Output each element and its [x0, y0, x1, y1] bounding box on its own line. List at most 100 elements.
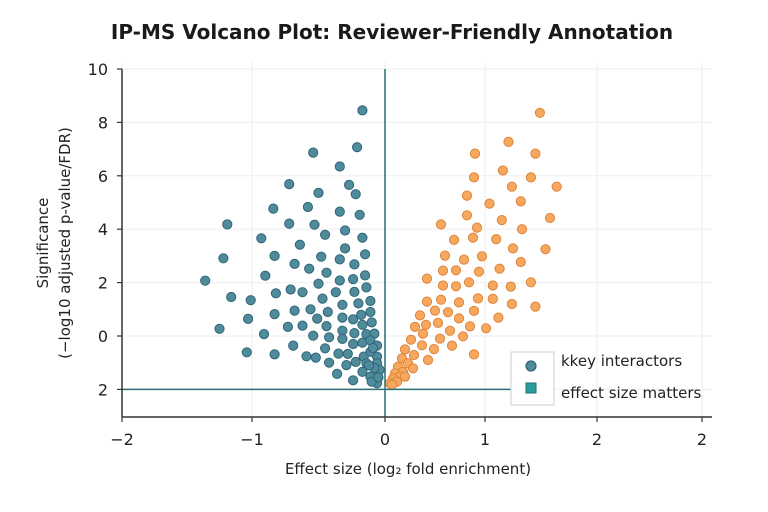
data-point-depleted	[349, 259, 360, 270]
data-point-enriched	[494, 263, 505, 274]
data-point-depleted	[200, 275, 211, 286]
data-point-depleted	[313, 187, 324, 198]
data-point-enriched	[497, 165, 508, 176]
data-point-depleted	[342, 348, 353, 359]
data-point-enriched	[432, 317, 444, 328]
data-point-enriched	[544, 212, 556, 224]
data-point-enriched	[525, 172, 537, 183]
data-point-enriched	[468, 349, 480, 360]
data-point-enriched	[505, 281, 516, 292]
x-tick-label: 0	[380, 430, 390, 449]
data-point-enriched	[506, 181, 517, 192]
x-tick-label: 2	[592, 430, 602, 449]
data-point-depleted	[308, 147, 319, 158]
legend-label-key-interactors: kkey interactors	[561, 352, 682, 370]
data-point-enriched	[530, 301, 541, 312]
data-point-depleted	[337, 312, 348, 323]
data-point-enriched	[468, 172, 480, 183]
data-point-depleted	[332, 368, 343, 379]
data-point-depleted	[214, 323, 225, 334]
data-point-enriched	[446, 340, 458, 351]
data-point-enriched	[493, 312, 504, 323]
data-point-enriched	[515, 256, 526, 268]
data-point-depleted	[349, 328, 360, 339]
y-tick-label: 4	[98, 220, 108, 239]
data-point-depleted	[305, 304, 316, 315]
data-point-depleted	[340, 225, 351, 236]
x-tick-label: −1	[240, 430, 264, 449]
data-point-depleted	[348, 338, 359, 350]
data-point-depleted	[243, 313, 254, 324]
data-point-enriched	[450, 265, 462, 276]
data-point-enriched	[461, 210, 473, 221]
data-point-enriched	[458, 254, 470, 265]
data-point-enriched	[405, 334, 417, 345]
data-point-depleted	[334, 206, 345, 217]
data-point-enriched	[507, 243, 519, 254]
data-point-depleted	[354, 209, 365, 220]
data-point-depleted	[226, 291, 237, 303]
data-point-enriched	[421, 273, 433, 284]
data-point-enriched	[471, 222, 483, 233]
data-point-depleted	[309, 219, 320, 230]
data-point-depleted	[284, 218, 295, 229]
data-point-depleted	[334, 161, 345, 172]
data-point-enriched	[540, 244, 551, 255]
data-point-depleted	[297, 320, 308, 331]
data-points	[200, 105, 562, 390]
data-point-enriched	[503, 136, 514, 147]
data-point-enriched	[487, 293, 498, 304]
data-point-enriched	[453, 313, 465, 324]
data-point-depleted	[373, 372, 384, 383]
data-point-depleted	[316, 251, 327, 262]
data-point-depleted	[348, 314, 359, 325]
data-point-depleted	[367, 342, 379, 354]
data-point-enriched	[467, 232, 479, 243]
data-point-enriched	[448, 234, 460, 245]
data-point-enriched	[437, 265, 449, 276]
data-point-depleted	[218, 253, 229, 264]
data-point-depleted	[324, 332, 335, 343]
data-point-depleted	[349, 286, 360, 297]
data-point-depleted	[350, 189, 361, 200]
data-point-enriched	[461, 190, 473, 201]
data-point-depleted	[320, 229, 331, 240]
data-point-enriched	[457, 331, 469, 342]
reference-lines	[122, 69, 511, 417]
data-point-enriched	[439, 250, 451, 261]
data-point-depleted	[357, 319, 368, 330]
data-point-depleted	[330, 287, 341, 298]
data-point-depleted	[289, 258, 300, 269]
x-axis-label: Effect size (log₂ fold enrichment)	[285, 460, 531, 478]
x-tick-label: 1	[480, 430, 490, 449]
data-point-depleted	[324, 357, 335, 368]
data-point-depleted	[302, 201, 313, 213]
data-point-enriched	[429, 305, 441, 316]
data-point-enriched	[386, 379, 398, 390]
data-point-enriched	[450, 281, 462, 292]
data-point-depleted	[256, 233, 267, 244]
data-point-enriched	[481, 323, 492, 334]
data-point-enriched	[472, 293, 484, 304]
data-point-depleted	[341, 360, 352, 371]
data-point-depleted	[334, 254, 345, 265]
data-point-enriched	[484, 198, 495, 209]
y-tick-label: 10	[88, 60, 108, 79]
data-point-enriched	[506, 298, 517, 310]
data-point-enriched	[491, 234, 502, 245]
data-point-depleted	[348, 375, 359, 386]
data-point-depleted	[321, 321, 332, 332]
data-point-depleted	[361, 282, 372, 293]
y-axis-label: Significance (−log10 adjusted p-value/FD…	[34, 127, 74, 359]
data-point-enriched	[516, 224, 528, 235]
data-point-enriched	[551, 181, 562, 192]
data-point-depleted	[365, 295, 376, 307]
data-point-depleted	[297, 287, 308, 298]
data-point-enriched	[437, 280, 449, 291]
data-point-enriched	[496, 215, 507, 226]
data-point-depleted	[294, 239, 305, 250]
data-point-enriched	[421, 296, 433, 307]
grid	[121, 62, 712, 417]
data-point-depleted	[268, 203, 279, 214]
